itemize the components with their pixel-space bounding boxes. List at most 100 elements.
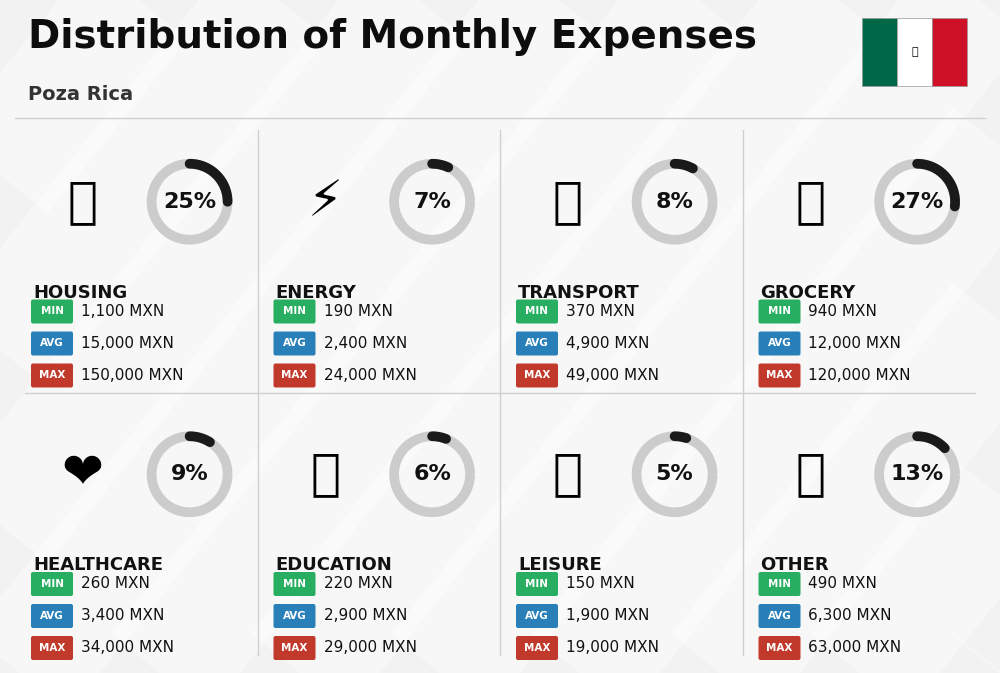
Text: OTHER: OTHER [761, 556, 829, 574]
Text: AVG: AVG [283, 339, 306, 349]
Text: MIN: MIN [526, 306, 548, 316]
Text: ❤️: ❤️ [62, 450, 104, 498]
FancyBboxPatch shape [516, 604, 558, 628]
FancyBboxPatch shape [862, 18, 897, 86]
FancyBboxPatch shape [31, 604, 73, 628]
FancyBboxPatch shape [274, 572, 316, 596]
Text: 13%: 13% [890, 464, 944, 485]
Text: MAX: MAX [39, 643, 65, 653]
FancyBboxPatch shape [31, 636, 73, 660]
FancyBboxPatch shape [516, 636, 558, 660]
Text: 5%: 5% [656, 464, 693, 485]
FancyBboxPatch shape [759, 299, 800, 324]
Text: MIN: MIN [283, 579, 306, 589]
FancyBboxPatch shape [759, 572, 800, 596]
Text: 49,000 MXN: 49,000 MXN [566, 368, 659, 383]
Text: MIN: MIN [40, 579, 64, 589]
Text: LEISURE: LEISURE [518, 556, 602, 574]
Text: 8%: 8% [656, 192, 694, 212]
Text: MAX: MAX [524, 371, 550, 380]
Text: AVG: AVG [525, 339, 549, 349]
Text: MIN: MIN [283, 306, 306, 316]
Text: 3,400 MXN: 3,400 MXN [81, 608, 164, 623]
Text: 12,000 MXN: 12,000 MXN [808, 336, 901, 351]
Text: 9%: 9% [171, 464, 208, 485]
Text: 🏢: 🏢 [68, 178, 98, 225]
Text: 120,000 MXN: 120,000 MXN [808, 368, 911, 383]
Text: 1,900 MXN: 1,900 MXN [566, 608, 649, 623]
Text: MAX: MAX [766, 371, 793, 380]
FancyBboxPatch shape [274, 332, 316, 355]
FancyBboxPatch shape [31, 332, 73, 355]
Text: 27%: 27% [890, 192, 944, 212]
Text: 4,900 MXN: 4,900 MXN [566, 336, 649, 351]
Text: MIN: MIN [40, 306, 64, 316]
Text: 490 MXN: 490 MXN [808, 577, 877, 592]
Text: 🛍️: 🛍️ [553, 450, 583, 498]
Text: 1,100 MXN: 1,100 MXN [81, 304, 164, 319]
Text: 260 MXN: 260 MXN [81, 577, 150, 592]
FancyBboxPatch shape [274, 299, 316, 324]
Text: ENERGY: ENERGY [276, 283, 356, 302]
Text: 940 MXN: 940 MXN [808, 304, 877, 319]
Text: MIN: MIN [768, 306, 791, 316]
FancyBboxPatch shape [274, 604, 316, 628]
Text: MAX: MAX [281, 371, 308, 380]
Text: 24,000 MXN: 24,000 MXN [324, 368, 416, 383]
Text: AVG: AVG [40, 339, 64, 349]
Text: MAX: MAX [766, 643, 793, 653]
FancyBboxPatch shape [516, 332, 558, 355]
Text: GROCERY: GROCERY [761, 283, 856, 302]
Text: MAX: MAX [281, 643, 308, 653]
Text: Distribution of Monthly Expenses: Distribution of Monthly Expenses [28, 18, 757, 56]
Text: 💰: 💰 [795, 450, 825, 498]
Text: HEALTHCARE: HEALTHCARE [33, 556, 163, 574]
Text: Poza Rica: Poza Rica [28, 85, 133, 104]
Text: 2,400 MXN: 2,400 MXN [324, 336, 407, 351]
FancyBboxPatch shape [31, 299, 73, 324]
Text: AVG: AVG [768, 339, 791, 349]
Text: 7%: 7% [413, 192, 451, 212]
Text: 220 MXN: 220 MXN [324, 577, 392, 592]
Text: MIN: MIN [768, 579, 791, 589]
Text: AVG: AVG [40, 611, 64, 621]
Text: 🛒: 🛒 [795, 178, 825, 225]
FancyBboxPatch shape [274, 636, 316, 660]
FancyBboxPatch shape [31, 363, 73, 388]
Text: 2,900 MXN: 2,900 MXN [324, 608, 407, 623]
Text: 150 MXN: 150 MXN [566, 577, 635, 592]
FancyBboxPatch shape [274, 363, 316, 388]
Text: MIN: MIN [526, 579, 548, 589]
Text: MAX: MAX [39, 371, 65, 380]
Text: 150,000 MXN: 150,000 MXN [81, 368, 184, 383]
Text: HOUSING: HOUSING [33, 283, 127, 302]
Text: 190 MXN: 190 MXN [324, 304, 392, 319]
Text: EDUCATION: EDUCATION [276, 556, 392, 574]
Text: 🦅: 🦅 [911, 47, 918, 57]
Text: 🎓: 🎓 [310, 450, 340, 498]
Text: 🚌: 🚌 [553, 178, 583, 225]
FancyBboxPatch shape [516, 363, 558, 388]
Text: MAX: MAX [524, 643, 550, 653]
Text: 34,000 MXN: 34,000 MXN [81, 641, 174, 656]
Text: 29,000 MXN: 29,000 MXN [324, 641, 416, 656]
FancyBboxPatch shape [759, 363, 800, 388]
FancyBboxPatch shape [897, 18, 932, 86]
Text: AVG: AVG [525, 611, 549, 621]
Text: 6,300 MXN: 6,300 MXN [808, 608, 892, 623]
Text: 15,000 MXN: 15,000 MXN [81, 336, 174, 351]
Text: 6%: 6% [413, 464, 451, 485]
Text: 63,000 MXN: 63,000 MXN [808, 641, 902, 656]
FancyBboxPatch shape [31, 572, 73, 596]
FancyBboxPatch shape [759, 604, 800, 628]
Text: AVG: AVG [283, 611, 306, 621]
Text: 25%: 25% [163, 192, 216, 212]
FancyBboxPatch shape [516, 572, 558, 596]
Text: 19,000 MXN: 19,000 MXN [566, 641, 659, 656]
FancyBboxPatch shape [759, 636, 800, 660]
Text: AVG: AVG [768, 611, 791, 621]
Text: ⚡: ⚡ [308, 178, 343, 225]
FancyBboxPatch shape [516, 299, 558, 324]
FancyBboxPatch shape [932, 18, 967, 86]
Text: TRANSPORT: TRANSPORT [518, 283, 640, 302]
